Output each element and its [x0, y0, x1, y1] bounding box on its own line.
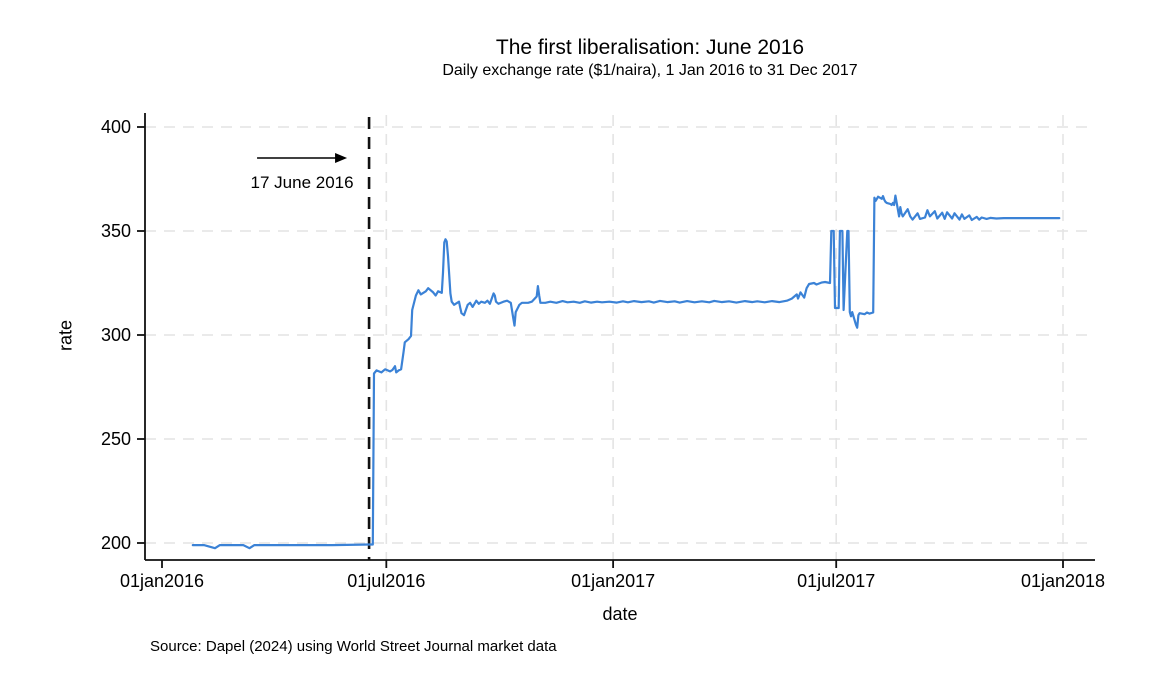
x-tick-label: 01jan2016: [120, 571, 204, 591]
rate-series-line: [191, 194, 1061, 550]
x-tick-label: 01jan2017: [571, 571, 655, 591]
chart-subtitle: Daily exchange rate ($1/naira), 1 Jan 20…: [442, 62, 858, 79]
chart-title: The first liberalisation: June 2016: [495, 36, 805, 59]
x-tick-label: 01jul2017: [797, 571, 875, 591]
y-tick-label: 250: [101, 429, 131, 449]
y-tick-label: 300: [101, 325, 131, 345]
event-annotation: 17 June 2016: [251, 153, 354, 192]
y-tick-label: 350: [101, 221, 131, 241]
annotation-arrowhead: [335, 153, 348, 163]
x-axis-title: date: [602, 604, 638, 624]
x-tick-label: 01jul2016: [347, 571, 425, 591]
gridlines: [145, 115, 1095, 560]
annotation-text: 17 June 2016: [251, 173, 354, 192]
y-tick-label: 200: [101, 533, 131, 553]
x-tick-label: 01jan2018: [1021, 571, 1105, 591]
y-tick-label: 400: [101, 117, 131, 137]
source-note: Source: Dapel (2024) using World Street …: [150, 638, 557, 655]
